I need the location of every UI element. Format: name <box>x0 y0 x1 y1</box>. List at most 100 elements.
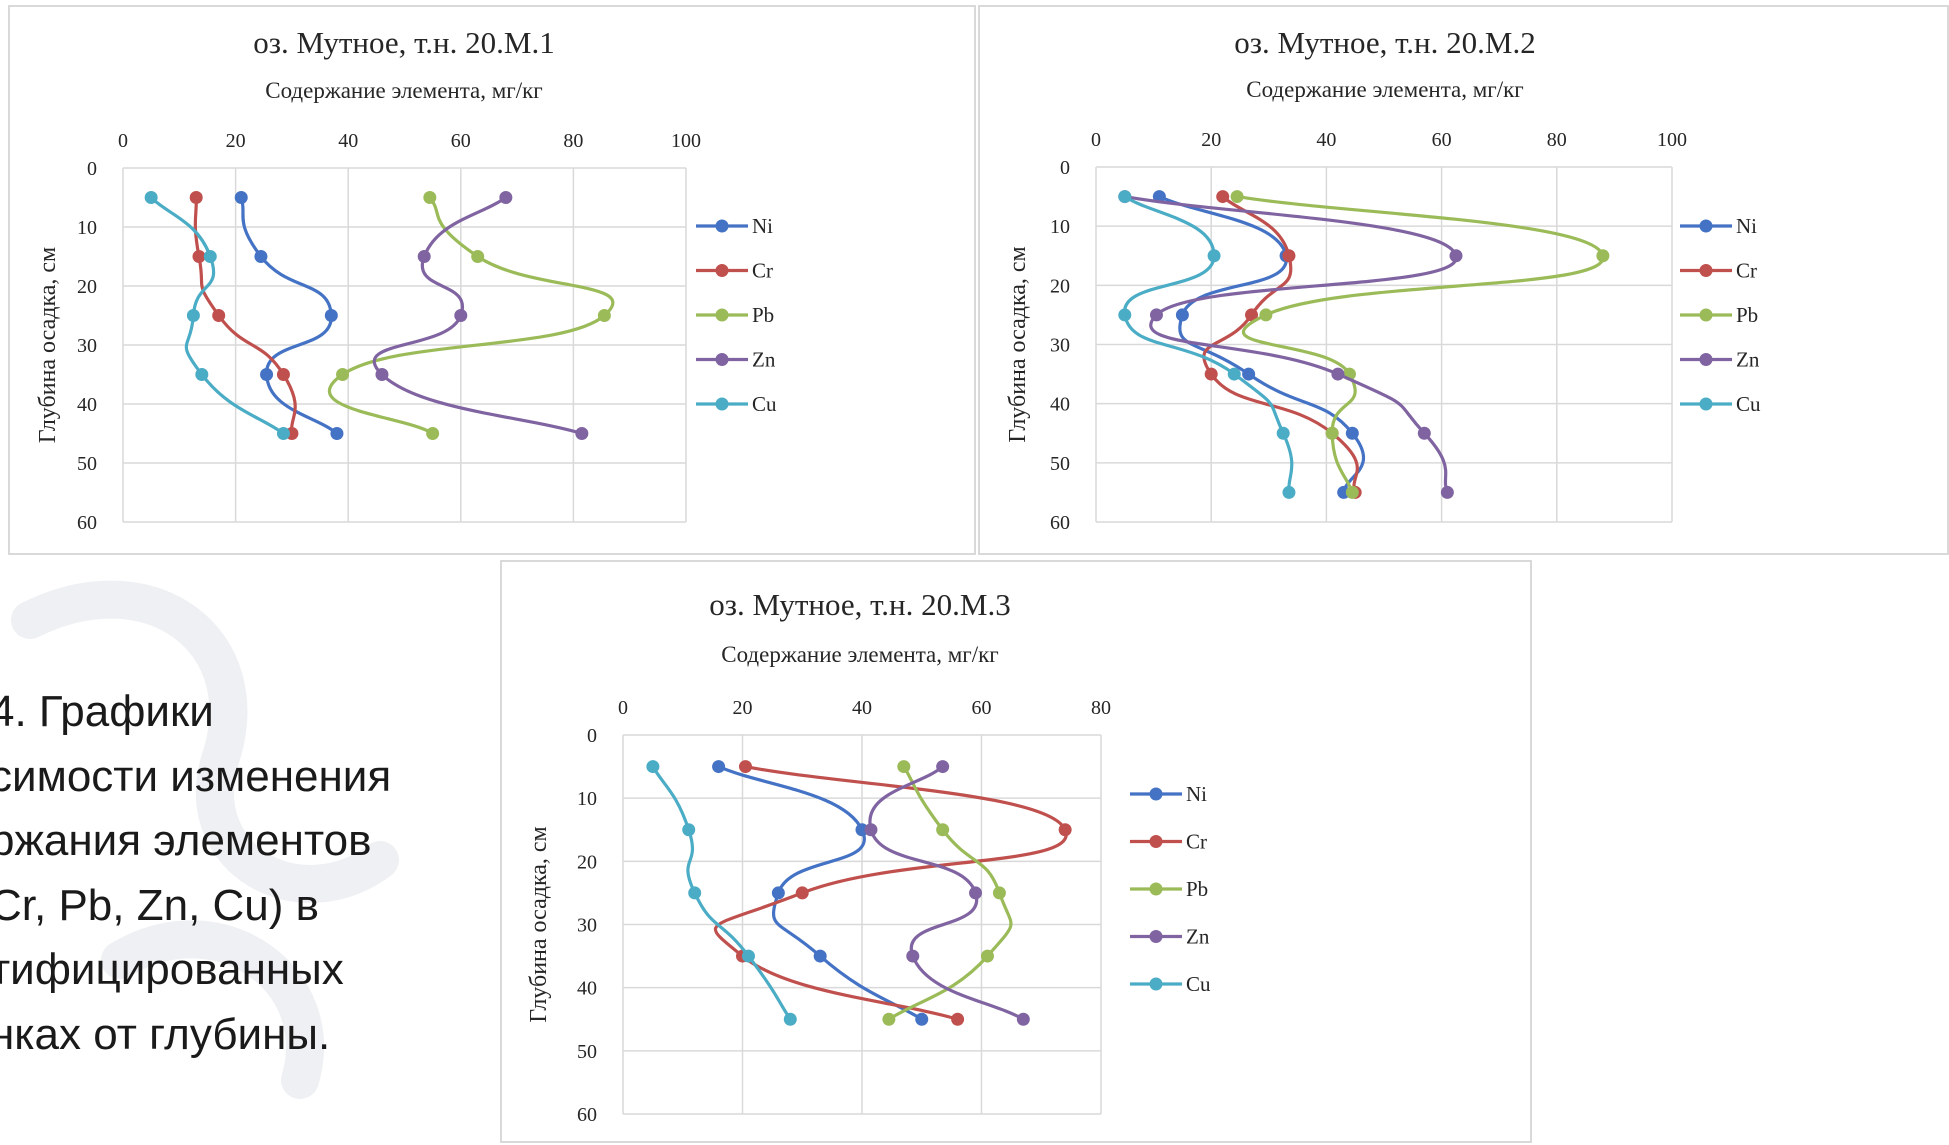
data-point <box>277 427 290 440</box>
data-point <box>1216 190 1229 203</box>
legend-label: Ni <box>1186 782 1207 806</box>
data-point <box>235 191 248 204</box>
data-point <box>784 1013 797 1026</box>
legend-marker <box>716 353 729 366</box>
legend-item-ni: Ni <box>1680 214 1757 238</box>
y-tick-label: 60 <box>77 512 97 534</box>
data-point <box>646 760 659 773</box>
y-tick-label: 30 <box>577 915 597 937</box>
data-point <box>897 760 910 773</box>
data-point <box>423 191 436 204</box>
y-tick-label: 10 <box>77 217 97 239</box>
grid <box>623 735 1101 1114</box>
x-tick-label: 0 <box>1091 129 1101 151</box>
series-pb <box>329 191 612 440</box>
legend-marker <box>716 309 729 322</box>
data-point <box>951 1013 964 1026</box>
x-tick-label: 60 <box>1432 129 1452 151</box>
legend-label: Ni <box>752 214 773 238</box>
data-point <box>981 950 994 963</box>
data-point <box>336 368 349 381</box>
series-line <box>719 767 922 1020</box>
data-point <box>375 368 388 381</box>
chart-1-svg: оз. Мутное, т.н. 20.М.1 Содержание элемен… <box>10 7 978 557</box>
x-tick-label: 100 <box>1657 129 1687 151</box>
y-tick-label: 0 <box>87 158 97 180</box>
data-point <box>1282 486 1295 499</box>
y-tick-label: 50 <box>77 453 97 475</box>
chart-panel-1: оз. Мутное, т.н. 20.М.1 Содержание элемен… <box>8 5 976 555</box>
data-point <box>993 886 1006 899</box>
data-point <box>1017 1013 1030 1026</box>
x-tick-label: 80 <box>1547 129 1567 151</box>
legend-marker <box>716 398 729 411</box>
series-ni <box>712 760 928 1026</box>
data-point <box>418 250 431 263</box>
legend-item-ni: Ni <box>696 214 773 238</box>
x-tick-label: 80 <box>1091 697 1111 719</box>
data-point <box>325 309 338 322</box>
chart-title: оз. Мутное, т.н. 20.М.3 <box>709 587 1010 622</box>
x-tick-label: 40 <box>852 697 872 719</box>
x-tick-label: 60 <box>451 130 471 152</box>
data-point <box>193 250 206 263</box>
data-point <box>1277 427 1290 440</box>
data-point <box>1150 308 1163 321</box>
data-point <box>1259 308 1272 321</box>
data-point <box>277 368 290 381</box>
y-tick-label: 10 <box>1050 216 1070 238</box>
data-point <box>471 250 484 263</box>
x-tick-label: 20 <box>733 697 753 719</box>
chart-panel-2: оз. Мутное, т.н. 20.М.2 Содержание элемен… <box>978 5 1949 555</box>
series-zn <box>374 191 588 440</box>
data-point <box>1450 249 1463 262</box>
data-point <box>688 886 701 899</box>
data-point <box>1118 308 1131 321</box>
y-tick-label: 20 <box>77 276 97 298</box>
data-point <box>1242 368 1255 381</box>
legend-item-zn: Zn <box>1130 925 1210 949</box>
legend-item-pb: Pb <box>1130 877 1208 901</box>
data-point <box>969 886 982 899</box>
legend-label: Pb <box>752 303 774 327</box>
chart-2-svg: оз. Мутное, т.н. 20.М.2 Содержание элемен… <box>980 7 1949 557</box>
y-tick-label: 0 <box>1060 157 1070 179</box>
y-tick-label: 40 <box>1050 394 1070 416</box>
data-point <box>195 368 208 381</box>
legend-item-pb: Pb <box>1680 303 1758 327</box>
data-point <box>1208 249 1221 262</box>
data-point <box>1176 308 1189 321</box>
legend-item-cr: Cr <box>1130 830 1207 854</box>
y-axis-label: Глубина осадка, см <box>1005 246 1031 442</box>
data-point <box>204 250 217 263</box>
legend-marker <box>716 220 729 233</box>
x-tick-label: 0 <box>618 697 628 719</box>
data-point <box>936 823 949 836</box>
data-point <box>1205 368 1218 381</box>
y-tick-label: 20 <box>577 851 597 873</box>
data-point <box>1596 249 1609 262</box>
legend-marker <box>1700 309 1713 322</box>
slide-caption: 4. Графики симости изменения ржания элем… <box>0 680 480 1067</box>
legend-marker <box>1700 264 1713 277</box>
legend-item-cu: Cu <box>1680 392 1761 416</box>
legend-item-pb: Pb <box>696 303 774 327</box>
legend-marker <box>1150 978 1163 991</box>
legend-marker <box>1700 398 1713 411</box>
legend: Ni Cr Pb Zn Cu <box>1680 214 1761 416</box>
y-tick-label: 30 <box>77 335 97 357</box>
legend-label: Pb <box>1736 303 1758 327</box>
y-axis-label: Глубина осадка, см <box>526 826 552 1022</box>
legend-label: Zn <box>752 348 776 372</box>
data-point <box>1346 427 1359 440</box>
legend-label: Zn <box>1736 348 1760 372</box>
y-tick-label: 40 <box>577 978 597 1000</box>
data-point <box>260 368 273 381</box>
x-tick-label: 40 <box>1316 129 1336 151</box>
series-line <box>889 767 1011 1020</box>
data-point <box>1441 486 1454 499</box>
x-tick-label: 0 <box>118 130 128 152</box>
x-tick-label: 40 <box>338 130 358 152</box>
x-tick-label: 80 <box>563 130 583 152</box>
y-axis-label: Глубина осадка, см <box>35 247 61 443</box>
